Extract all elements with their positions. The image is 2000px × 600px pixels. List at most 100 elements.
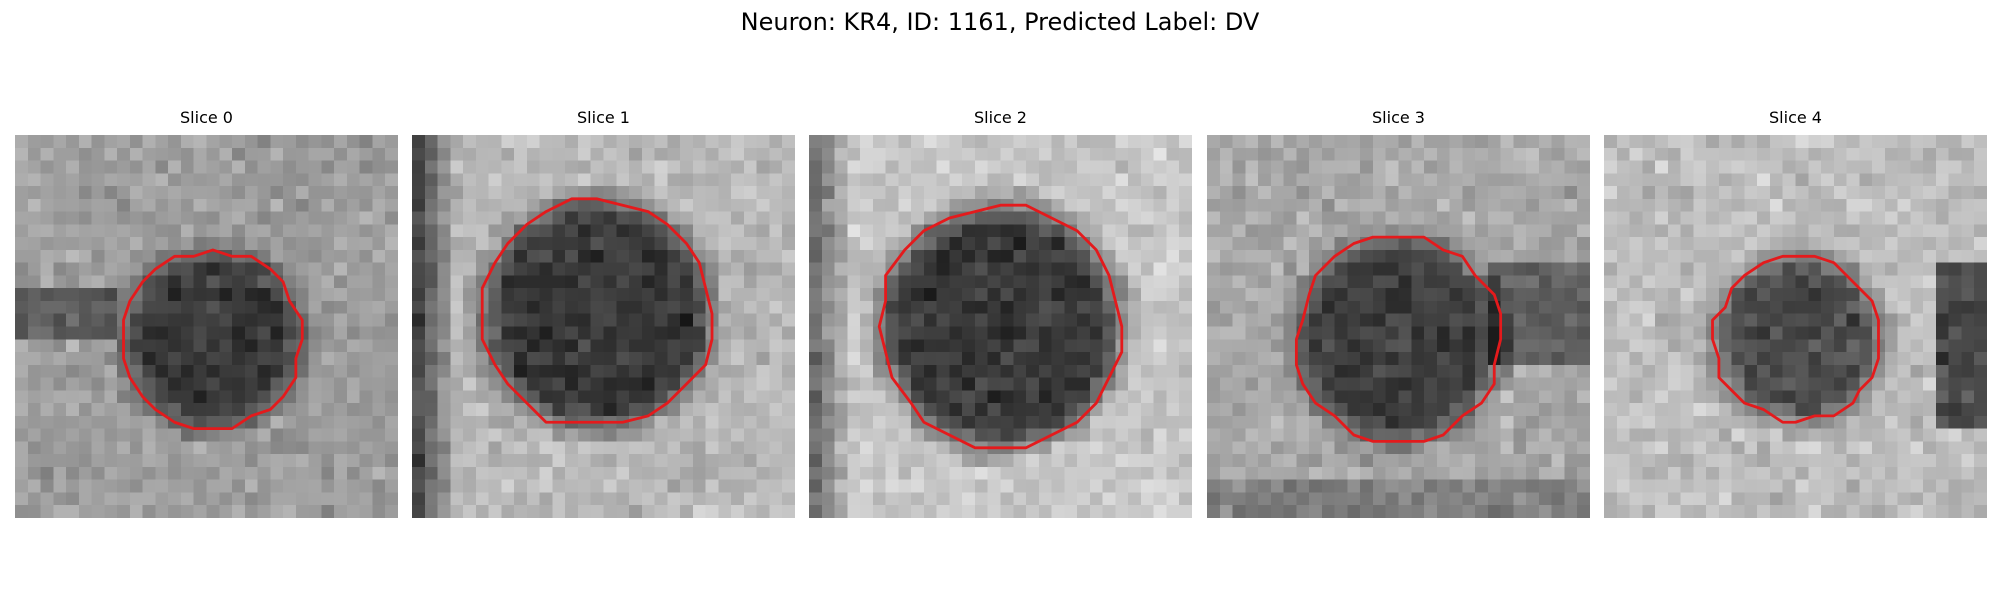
pixel (40, 147, 54, 161)
pixel (1744, 466, 1758, 480)
pixel (295, 479, 309, 493)
pixel (1500, 492, 1514, 506)
pixel (1808, 479, 1822, 493)
pixel (654, 262, 668, 276)
pixel (1935, 211, 1949, 225)
pixel (885, 326, 899, 340)
pixel (743, 415, 757, 429)
pixel (692, 173, 706, 187)
pixel (40, 339, 54, 353)
pixel (1872, 186, 1886, 200)
pixel (1974, 352, 1987, 366)
pixel (923, 326, 937, 340)
pixel (1923, 135, 1937, 149)
pixel (78, 479, 92, 493)
pixel (1538, 403, 1552, 417)
pixel (731, 224, 745, 238)
pixel (629, 275, 643, 289)
pixel (1551, 160, 1565, 174)
pixel (1232, 403, 1246, 417)
pixel (821, 160, 835, 174)
pixel (1321, 186, 1335, 200)
pixel (219, 364, 233, 378)
pixel (718, 364, 732, 378)
pixel (1948, 198, 1962, 212)
pixel (1513, 198, 1527, 212)
pixel (1564, 390, 1578, 404)
pixel (860, 364, 874, 378)
pixel (1833, 352, 1847, 366)
pixel (1347, 262, 1361, 276)
pixel (834, 505, 848, 518)
pixel (129, 224, 143, 238)
pixel (1013, 211, 1027, 225)
pixel (346, 428, 360, 442)
pixel (372, 288, 386, 302)
pixel (1731, 339, 1745, 353)
pixel (78, 275, 92, 289)
pixel (1706, 147, 1720, 161)
pixel (450, 173, 464, 187)
pixel (1616, 173, 1630, 187)
pixel (641, 224, 655, 238)
pixel (514, 160, 528, 174)
pixel (1910, 147, 1924, 161)
pixel (206, 173, 220, 187)
pixel (372, 211, 386, 225)
pixel (359, 352, 373, 366)
pixel (1179, 479, 1192, 493)
pixel (206, 364, 220, 378)
pixel (756, 300, 770, 314)
pixel (1923, 441, 1937, 455)
pixel (308, 352, 322, 366)
pixel (616, 237, 630, 251)
pixel (1283, 479, 1297, 493)
pixel (987, 288, 1001, 302)
pixel (1153, 249, 1167, 263)
pixel (718, 249, 732, 263)
pixel (1153, 377, 1167, 391)
pixel (193, 211, 207, 225)
pixel (1706, 390, 1720, 404)
pixel (308, 441, 322, 455)
pixel (1616, 147, 1630, 161)
pixel (488, 415, 502, 429)
pixel (1064, 198, 1078, 212)
pixel (718, 313, 732, 327)
pixel (1884, 275, 1898, 289)
pixel (1808, 505, 1822, 518)
pixel (168, 352, 182, 366)
pixel (756, 505, 770, 518)
pixel (1270, 211, 1284, 225)
pixel (577, 377, 591, 391)
pixel (731, 313, 745, 327)
pixel (321, 492, 335, 506)
pixel (898, 403, 912, 417)
pixel (53, 415, 67, 429)
pixel (565, 377, 579, 391)
pixel (1872, 237, 1886, 251)
pixel (1948, 300, 1962, 314)
pixel (949, 364, 963, 378)
pixel (860, 186, 874, 200)
pixel (769, 352, 783, 366)
pixel (590, 403, 604, 417)
pixel (1424, 352, 1438, 366)
pixel (117, 377, 131, 391)
pixel (565, 403, 579, 417)
pixel (1935, 300, 1949, 314)
pixel (53, 390, 67, 404)
pixel (1385, 492, 1399, 506)
pixel (1089, 211, 1103, 225)
pixel (283, 441, 297, 455)
pixel (629, 505, 643, 518)
pixel (1961, 377, 1975, 391)
pixel (1487, 262, 1501, 276)
pixel (308, 300, 322, 314)
pixel (1910, 160, 1924, 174)
pixel (1089, 466, 1103, 480)
pixel (1884, 390, 1898, 404)
pixel (1629, 390, 1643, 404)
pixel (1051, 275, 1065, 289)
pixel (654, 390, 668, 404)
